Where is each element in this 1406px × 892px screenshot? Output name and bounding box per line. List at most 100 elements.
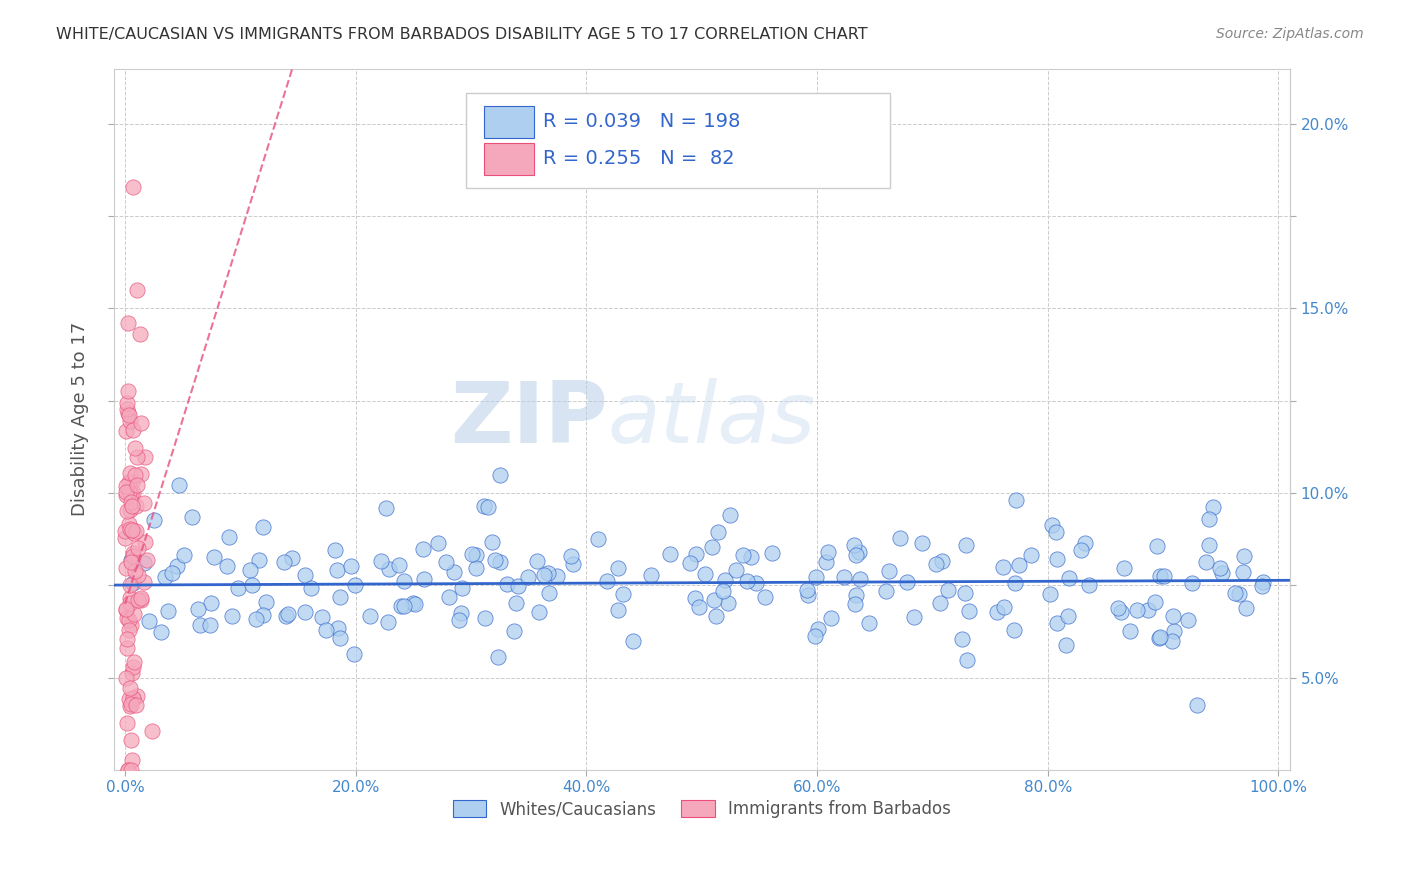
Point — [489, 467, 512, 482]
Point — [129, 416, 152, 430]
Point — [114, 603, 136, 617]
Text: R = 0.039   N = 198: R = 0.039 N = 198 — [543, 112, 741, 130]
Point — [217, 559, 239, 574]
Point — [132, 574, 155, 589]
Point — [957, 603, 980, 617]
Point — [993, 600, 1015, 615]
Point — [1251, 579, 1274, 593]
Point — [683, 591, 706, 605]
Point — [925, 557, 948, 571]
Point — [122, 691, 145, 706]
Point — [936, 582, 959, 597]
Point — [1149, 569, 1171, 583]
Point — [717, 596, 740, 610]
Point — [117, 613, 139, 627]
Point — [1194, 555, 1216, 569]
Point — [125, 524, 148, 539]
Point — [437, 590, 460, 604]
Point — [115, 641, 138, 656]
Point — [486, 650, 509, 665]
Point — [121, 691, 143, 706]
Point — [188, 618, 211, 632]
Point — [114, 531, 136, 545]
Point — [118, 692, 141, 706]
Point — [474, 611, 496, 625]
Point — [516, 570, 538, 584]
Point — [115, 396, 138, 410]
Point — [138, 615, 160, 629]
Legend: Whites/Caucasians, Immigrants from Barbados: Whites/Caucasians, Immigrants from Barba… — [446, 793, 957, 825]
Point — [115, 479, 138, 493]
Point — [1187, 698, 1209, 712]
Point — [156, 604, 179, 618]
Point — [931, 554, 953, 568]
Point — [245, 611, 267, 625]
Point — [121, 500, 143, 514]
Point — [1146, 540, 1168, 554]
Point — [740, 550, 762, 565]
Point — [124, 698, 146, 713]
Point — [1077, 577, 1099, 591]
Point — [412, 542, 434, 557]
Point — [804, 570, 827, 584]
Point — [817, 545, 839, 559]
Point — [761, 546, 783, 560]
Point — [122, 575, 145, 590]
Point — [1004, 492, 1026, 507]
Point — [141, 724, 163, 739]
Point — [849, 572, 872, 586]
Point — [117, 763, 139, 777]
Point — [731, 549, 754, 563]
Point — [114, 561, 136, 575]
Point — [713, 584, 735, 599]
FancyBboxPatch shape — [484, 105, 533, 138]
Point — [122, 546, 145, 560]
Point — [122, 655, 145, 669]
Text: atlas: atlas — [607, 377, 815, 461]
Point — [807, 623, 830, 637]
Point — [120, 578, 142, 592]
Point — [252, 520, 274, 534]
Point — [122, 423, 145, 437]
Point — [612, 587, 634, 601]
Point — [1147, 632, 1170, 646]
Point — [1039, 587, 1062, 601]
Point — [896, 574, 918, 589]
Point — [120, 495, 142, 509]
Point — [953, 586, 976, 600]
Point — [254, 595, 277, 609]
Point — [377, 615, 399, 629]
Point — [127, 592, 149, 607]
Point — [343, 648, 366, 662]
Point — [120, 553, 142, 567]
Point — [1019, 548, 1042, 562]
Point — [375, 501, 398, 516]
Point — [955, 653, 977, 667]
Point — [845, 548, 868, 562]
Point — [359, 608, 381, 623]
Point — [1107, 600, 1129, 615]
Y-axis label: Disability Age 5 to 17: Disability Age 5 to 17 — [72, 322, 89, 516]
Point — [405, 597, 427, 611]
Point — [718, 508, 741, 523]
Point — [118, 475, 141, 489]
Point — [1149, 631, 1171, 645]
Point — [134, 557, 156, 571]
Point — [1160, 634, 1182, 648]
Point — [1056, 608, 1078, 623]
Point — [803, 629, 825, 643]
Point — [328, 621, 350, 635]
Point — [796, 583, 818, 598]
Point — [526, 554, 548, 568]
Point — [495, 576, 517, 591]
Point — [121, 549, 143, 563]
Point — [844, 538, 866, 552]
Point — [658, 547, 681, 561]
Point — [955, 538, 977, 552]
Point — [449, 613, 471, 627]
Point — [118, 516, 141, 531]
Point — [814, 555, 837, 569]
Point — [129, 593, 152, 607]
Point — [200, 596, 222, 610]
Point — [1054, 638, 1077, 652]
